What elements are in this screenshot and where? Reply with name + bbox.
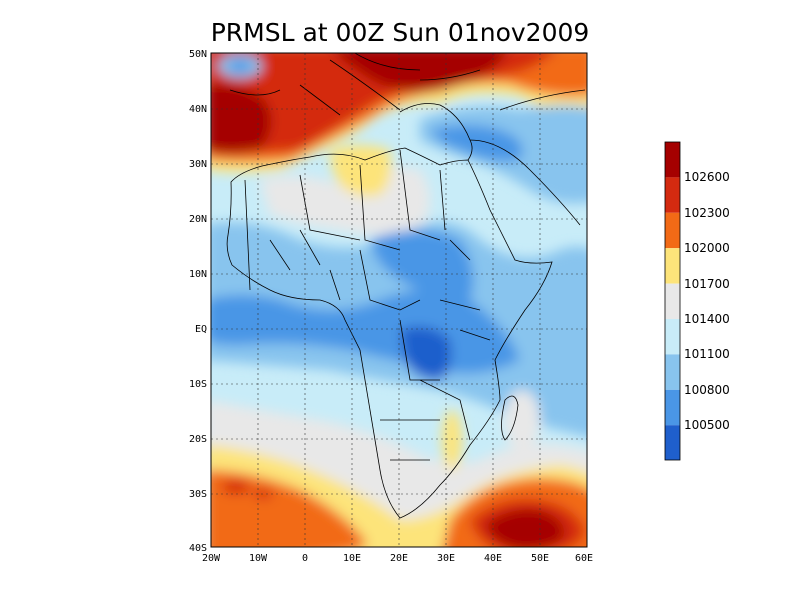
- lon-tick: 60E: [575, 553, 593, 564]
- colorbar-label: 101400: [684, 312, 730, 326]
- lon-tick: 10W: [249, 553, 268, 564]
- colorbar-swatch: [665, 248, 680, 284]
- lat-tick: 20N: [189, 214, 207, 225]
- lon-tick: 10E: [343, 553, 361, 564]
- colorbar-label: 101100: [684, 347, 730, 361]
- lat-tick: 50N: [189, 49, 207, 60]
- lat-tick: 10S: [189, 379, 207, 390]
- lon-tick: 20W: [202, 553, 221, 564]
- map-title: PRMSL at 00Z Sun 01nov2009: [211, 18, 590, 47]
- colorbar-swatch: [665, 354, 680, 390]
- lon-tick: 40E: [484, 553, 502, 564]
- colorbar-label: 100800: [684, 383, 730, 397]
- colorbar-label: 100500: [684, 418, 730, 432]
- colorbar-label: 102000: [684, 241, 730, 255]
- longitude-axis: 20W 10W 0 10E 20E 30E 40E 50E 60E: [202, 553, 593, 564]
- lat-tick: 10N: [189, 269, 207, 280]
- lat-tick: 20S: [189, 434, 207, 445]
- colorbar-label: 101700: [684, 277, 730, 291]
- colorbar-swatch: [665, 319, 680, 355]
- pressure-field: [211, 53, 587, 547]
- colorbar-swatch: [665, 212, 680, 249]
- lat-tick: 30S: [189, 489, 207, 500]
- colorbar-swatch: [665, 283, 680, 319]
- lon-tick: 50E: [531, 553, 549, 564]
- coastlines: [226, 53, 586, 519]
- lon-tick: 0: [302, 553, 308, 564]
- lon-tick: 30E: [437, 553, 455, 564]
- colorbar-swatch: [665, 389, 680, 426]
- colorbar-label: 102300: [684, 206, 730, 220]
- colorbar: 102600 102300 102000 101700 101400 10110…: [664, 141, 730, 461]
- colorbar-swatch: [665, 177, 680, 213]
- lon-tick: 20E: [390, 553, 408, 564]
- lat-tick: EQ: [195, 324, 207, 335]
- lat-tick: 40S: [189, 543, 207, 554]
- colorbar-label: 102600: [684, 170, 730, 184]
- colorbar-swatch: [665, 425, 680, 460]
- latitude-axis: 50N 40N 30N 20N 10N EQ 10S 20S 30S 40S: [189, 49, 207, 554]
- graticule: [211, 53, 587, 547]
- colorbar-swatch: [665, 142, 680, 178]
- map-frame: [210, 52, 588, 548]
- lat-tick: 40N: [189, 104, 207, 115]
- lat-tick: 30N: [189, 159, 207, 170]
